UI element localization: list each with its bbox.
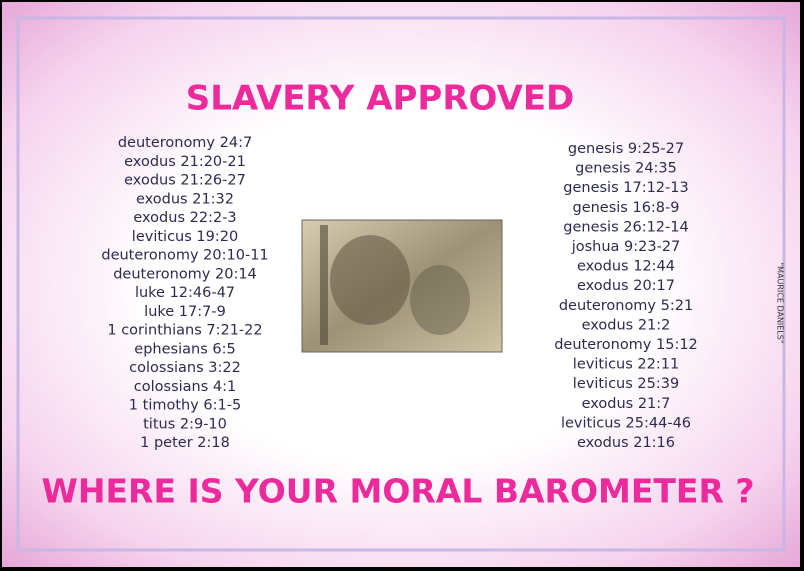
verse-reference: ephesians 6:5 [134, 341, 235, 357]
verse-reference: deuteronomy 24:7 [118, 135, 252, 151]
right-list: genesis 9:25-27 genesis 24:35 genesis 17:1… [554, 141, 698, 451]
verse-reference: 1 peter 2:18 [140, 435, 230, 451]
verse-reference: leviticus 25:44-46 [561, 415, 691, 431]
verse-reference: exodus 21:7 [582, 396, 671, 412]
verse-reference: genesis 9:25-27 [568, 141, 684, 157]
verse-reference: genesis 24:35 [575, 161, 677, 177]
verse-reference: leviticus 25:39 [573, 376, 679, 392]
verse-reference: leviticus 19:20 [132, 229, 238, 245]
verse-reference: titus 2:9-10 [143, 416, 227, 432]
verse-reference: 1 timothy 6:1-5 [129, 398, 241, 414]
engraving [301, 219, 503, 353]
verse-reference: colossians 4:1 [134, 379, 236, 395]
verse-reference: genesis 17:12-13 [563, 180, 688, 196]
title: SLAVERY APPROVED [186, 79, 575, 119]
verse-reference: luke 17:7-9 [144, 304, 226, 320]
verse-reference: genesis 16:8-9 [572, 200, 679, 216]
verse-reference: deuteronomy 5:21 [559, 298, 693, 314]
verse-reference: genesis 26:12-14 [563, 219, 688, 235]
verse-reference: deuteronomy 20:14 [113, 266, 257, 282]
verse-reference: 1 corinthians 7:21-22 [107, 323, 262, 339]
footer: WHERE IS YOUR MORAL BAROMETER ? [42, 472, 755, 511]
verse-reference: deuteronomy 15:12 [554, 337, 698, 353]
verse-reference: luke 12:46-47 [135, 285, 235, 301]
verse-reference: exodus 21:26-27 [124, 173, 246, 189]
verse-reference: deuteronomy 20:10-11 [101, 248, 268, 264]
verse-reference: colossians 3:22 [129, 360, 241, 376]
left-list: deuteronomy 24:7 exodus 21:20-21 exodus 21… [101, 135, 268, 451]
credit: "MAURICE DANIELS" [776, 262, 785, 343]
verse-reference: exodus 21:32 [136, 191, 234, 207]
verse-reference: leviticus 22:11 [573, 357, 679, 373]
verse-reference: exodus 22:2-3 [133, 210, 236, 226]
verse-reference: exodus 21:20-21 [124, 154, 246, 170]
verse-reference: exodus 12:44 [577, 259, 675, 275]
verse-reference: exodus 20:17 [577, 278, 675, 294]
verse-reference: exodus 21:16 [577, 435, 675, 451]
frame [16, 16, 786, 552]
verse-reference: exodus 21:2 [582, 317, 671, 333]
verse-reference: joshua 9:23-27 [571, 239, 681, 255]
